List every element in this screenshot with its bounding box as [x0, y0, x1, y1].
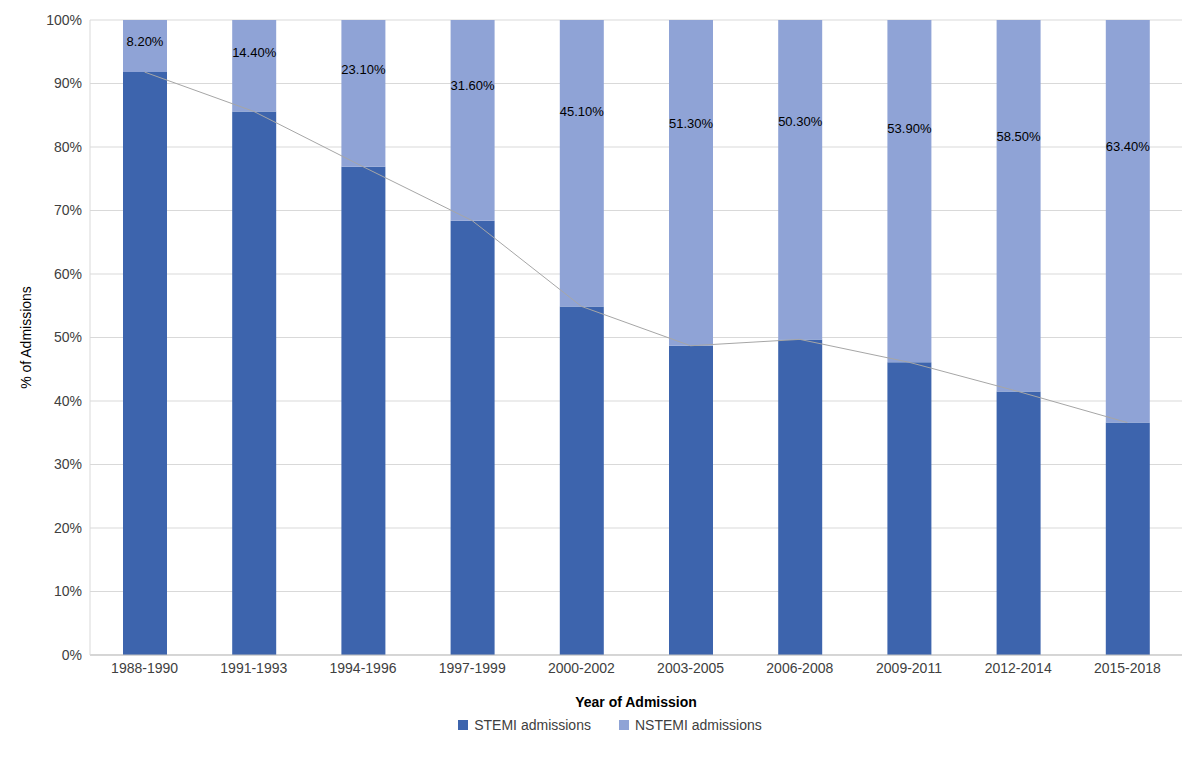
- svg-text:1988-1990: 1988-1990: [111, 660, 178, 676]
- svg-text:50%: 50%: [54, 329, 82, 345]
- html-text:STEMI admissions: STEMI admissions: [474, 717, 591, 733]
- svg-text:80%: 80%: [54, 139, 82, 155]
- svg-text:% of Admissions: % of Admissions: [18, 286, 34, 389]
- svg-text:51.30%: 51.30%: [669, 116, 714, 131]
- svg-text:8.20%: 8.20%: [127, 34, 164, 49]
- svg-text:2015-2018: 2015-2018: [1094, 660, 1161, 676]
- svg-text:0%: 0%: [62, 647, 82, 663]
- svg-text:1997-1999: 1997-1999: [439, 660, 506, 676]
- svg-text:50.30%: 50.30%: [778, 114, 823, 129]
- svg-text:58.50%: 58.50%: [997, 129, 1042, 144]
- svg-text:63.40%: 63.40%: [1106, 139, 1151, 154]
- svg-text:100%: 100%: [46, 12, 82, 28]
- svg-text:90%: 90%: [54, 75, 82, 91]
- svg-text:53.90%: 53.90%: [887, 121, 932, 136]
- svg-text:Year of Admission: Year of Admission: [575, 694, 697, 710]
- svg-text:1991-1993: 1991-1993: [220, 660, 287, 676]
- svg-text:2003-2005: 2003-2005: [657, 660, 724, 676]
- svg-text:10%: 10%: [54, 583, 82, 599]
- svg-text:70%: 70%: [54, 202, 82, 218]
- svg-text:23.10%: 23.10%: [341, 62, 386, 77]
- svg-text:1994-1996: 1994-1996: [330, 660, 397, 676]
- svg-text:31.60%: 31.60%: [451, 78, 496, 93]
- svg-text:14.40%: 14.40%: [232, 45, 277, 60]
- svg-text:20%: 20%: [54, 520, 82, 536]
- html-text:NSTEMI admissions: NSTEMI admissions: [634, 717, 762, 733]
- svg-text:2000-2002: 2000-2002: [548, 660, 615, 676]
- svg-text:2006-2008: 2006-2008: [766, 660, 833, 676]
- svg-text:30%: 30%: [54, 456, 82, 472]
- svg-text:60%: 60%: [54, 266, 82, 282]
- svg-text:2009-2011: 2009-2011: [876, 660, 942, 676]
- svg-text:45.10%: 45.10%: [560, 104, 605, 119]
- svg-text:40%: 40%: [54, 393, 82, 409]
- svg-text:2012-2014: 2012-2014: [985, 660, 1052, 676]
